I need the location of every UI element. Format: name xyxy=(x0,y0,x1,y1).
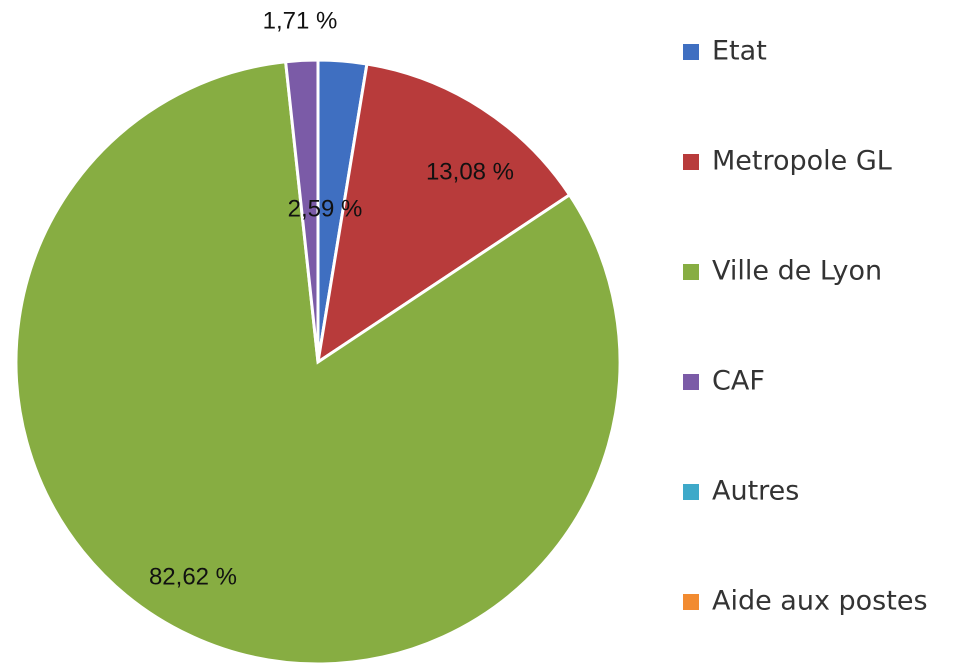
legend-swatch xyxy=(683,154,699,170)
pie-slice xyxy=(315,62,572,366)
value-label: 2,59 % xyxy=(288,195,363,222)
legend-swatch xyxy=(683,44,699,60)
legend-label: Ville de Lyon xyxy=(712,256,882,287)
value-label: 13,08 % xyxy=(426,158,514,185)
legend-swatch xyxy=(683,484,699,500)
legend-label: CAF xyxy=(712,366,765,397)
legend-swatch xyxy=(683,594,699,610)
value-label: 1,71 % xyxy=(263,7,338,34)
legend-label: Etat xyxy=(712,36,767,67)
legend-swatch xyxy=(683,374,699,390)
legend-label: Autres xyxy=(712,476,799,507)
legend-label: Aide aux postes xyxy=(712,586,928,617)
value-label: 82,62 % xyxy=(149,563,237,590)
pie-slice xyxy=(14,60,622,664)
legend-label: Metropole GL xyxy=(712,146,892,177)
legend-swatch xyxy=(683,264,699,280)
